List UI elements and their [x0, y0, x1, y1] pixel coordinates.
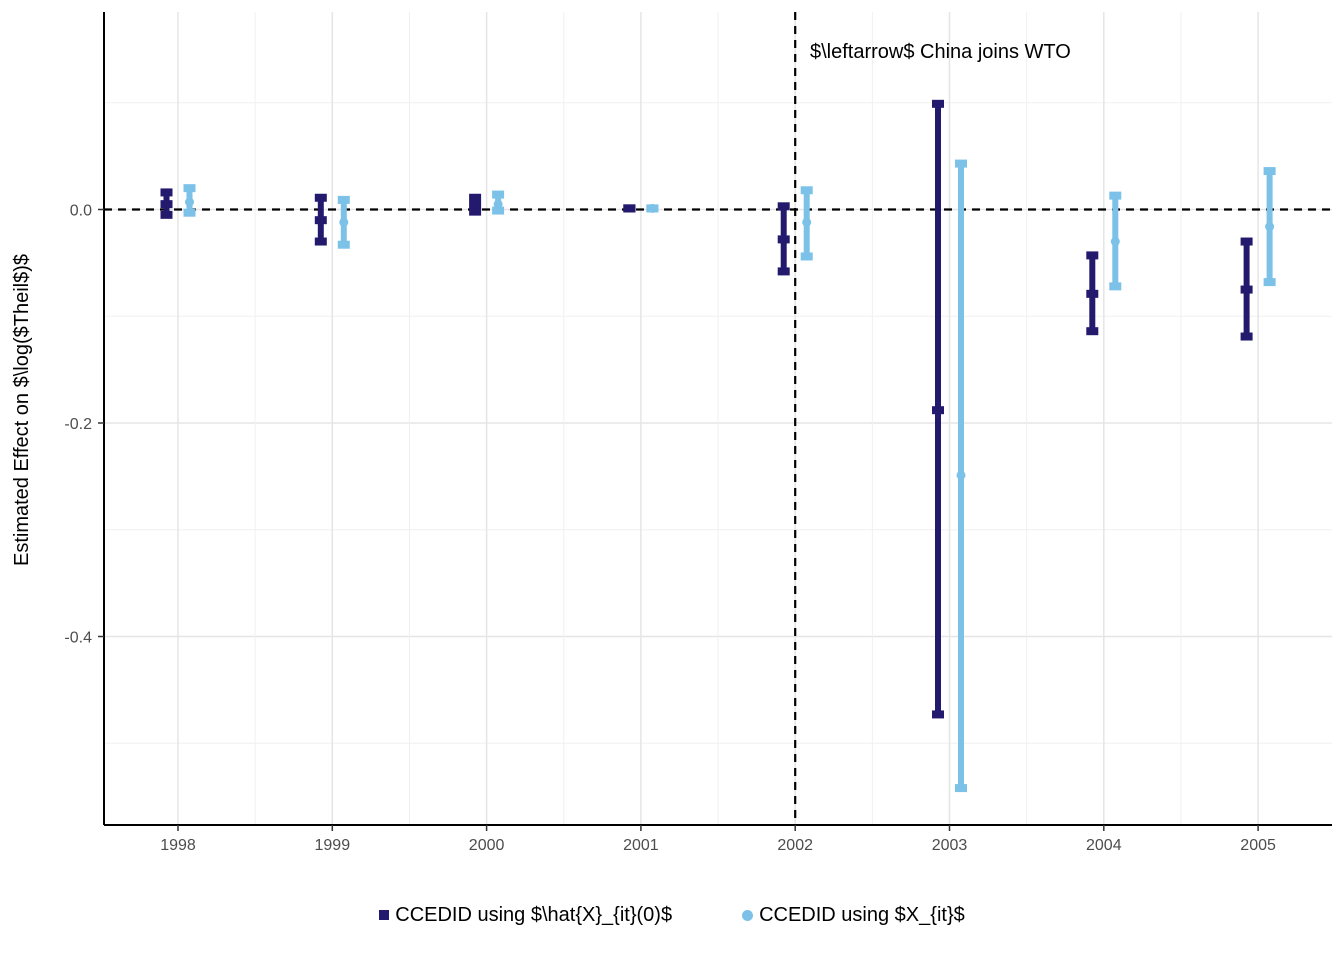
error-bar [337, 195, 350, 249]
error-bar [1086, 251, 1099, 336]
gridlines [104, 12, 1332, 825]
legend-circle-key [742, 909, 754, 921]
x-tick-label: 1998 [160, 837, 196, 854]
wto-annotation: $\leftarrow$ China joins WTO [810, 41, 1071, 63]
error-bar-upper-cap [800, 186, 813, 195]
error-bar-lower-cap [1240, 332, 1253, 341]
error-bar-lower-cap [800, 252, 813, 261]
error-bar [955, 159, 967, 793]
point-estimate [314, 216, 327, 225]
error-bar-upper-cap [492, 190, 505, 199]
error-bar-upper-cap [1240, 237, 1253, 246]
legend-label-hat-x: CCEDID using $\hat{X}_{it}(0)$ [395, 903, 673, 926]
point-estimate [777, 235, 790, 244]
error-bar-lower-cap [932, 710, 944, 719]
reference-lines [104, 12, 1332, 825]
point-estimate [932, 406, 944, 415]
error-bar [183, 184, 196, 217]
point-estimate [160, 200, 173, 209]
error-bar-lower-cap [955, 784, 967, 793]
point-estimate [623, 204, 636, 213]
error-bar [1109, 191, 1122, 291]
error-bar-upper-cap [777, 202, 790, 211]
error-bar [314, 193, 327, 246]
error-bar-lower-cap [183, 208, 196, 217]
legend-label-x: CCEDID using $X_{it}$ [759, 903, 965, 926]
point-estimate [1086, 289, 1099, 298]
error-bar-upper-cap [183, 184, 196, 193]
error-bar-upper-cap [469, 193, 482, 202]
error-bar [160, 188, 173, 219]
point-estimate [802, 217, 812, 227]
legend: CCEDID using $\hat{X}_{it}(0)$ CCEDID us… [0, 900, 1344, 930]
error-bar-lower-cap [1086, 327, 1099, 336]
point-estimate [185, 197, 194, 207]
error-bar-lower-cap [777, 267, 790, 276]
error-bar-lower-cap [492, 206, 505, 215]
error-bar-upper-cap [160, 188, 173, 197]
error-bar [469, 193, 482, 216]
error-bar [932, 99, 944, 719]
x-tick-label: 2005 [1240, 837, 1276, 854]
error-bar [777, 202, 790, 276]
error-bar-upper-cap [1086, 251, 1099, 260]
legend-item-x: CCEDID using $X_{it}$ [742, 904, 965, 927]
x-tick-label: 1999 [315, 837, 351, 854]
y-axis-title: Estimated Effect on $\log($Theil$)$ [11, 254, 33, 566]
error-bar-lower-cap [160, 210, 173, 219]
x-tick-label: 2004 [1086, 837, 1122, 854]
error-bar-lower-cap [337, 240, 350, 249]
error-bar [800, 186, 813, 261]
error-bar-upper-cap [314, 193, 327, 202]
point-estimate [956, 470, 966, 480]
point-estimate [1265, 222, 1275, 232]
error-bar-upper-cap [337, 195, 350, 204]
point-estimate [647, 203, 657, 213]
point-estimate [339, 217, 349, 227]
x-tick-label: 2000 [469, 837, 505, 854]
x-tick-label: 2001 [623, 837, 659, 854]
point-estimate [493, 199, 503, 209]
legend-item-hat-x: CCEDID using $\hat{X}_{it}(0)$ [379, 904, 672, 927]
error-bar-upper-cap [1109, 191, 1122, 200]
error-bar [646, 203, 659, 213]
error-bar [1263, 167, 1276, 287]
error-bar [492, 190, 505, 215]
y-tick-label: -0.4 [64, 630, 92, 647]
x-tick-label: 2002 [777, 837, 813, 854]
error-bar-upper-cap [1263, 167, 1276, 176]
x-tick-label: 2003 [932, 837, 968, 854]
y-tick-label: 0.0 [70, 203, 92, 220]
error-bar-upper-cap [932, 99, 944, 108]
error-bar-lower-cap [1109, 282, 1122, 291]
axes: 0.0 -0.2 -0.4 1998 1999 2000 2001 2002 2003 2004 2… [64, 12, 1332, 854]
error-bar [1240, 237, 1253, 341]
legend-square-key [379, 910, 390, 920]
y-tick-label: -0.2 [64, 416, 92, 433]
error-bar-lower-cap [1263, 278, 1276, 287]
error-bar-lower-cap [469, 207, 482, 216]
error-bar-upper-cap [955, 159, 967, 168]
error-bar-lower-cap [314, 237, 327, 246]
point-estimate [1110, 237, 1120, 247]
point-estimate [1240, 285, 1253, 294]
point-estimate [469, 201, 482, 210]
error-bars [160, 99, 1276, 793]
error-bar [623, 204, 636, 213]
